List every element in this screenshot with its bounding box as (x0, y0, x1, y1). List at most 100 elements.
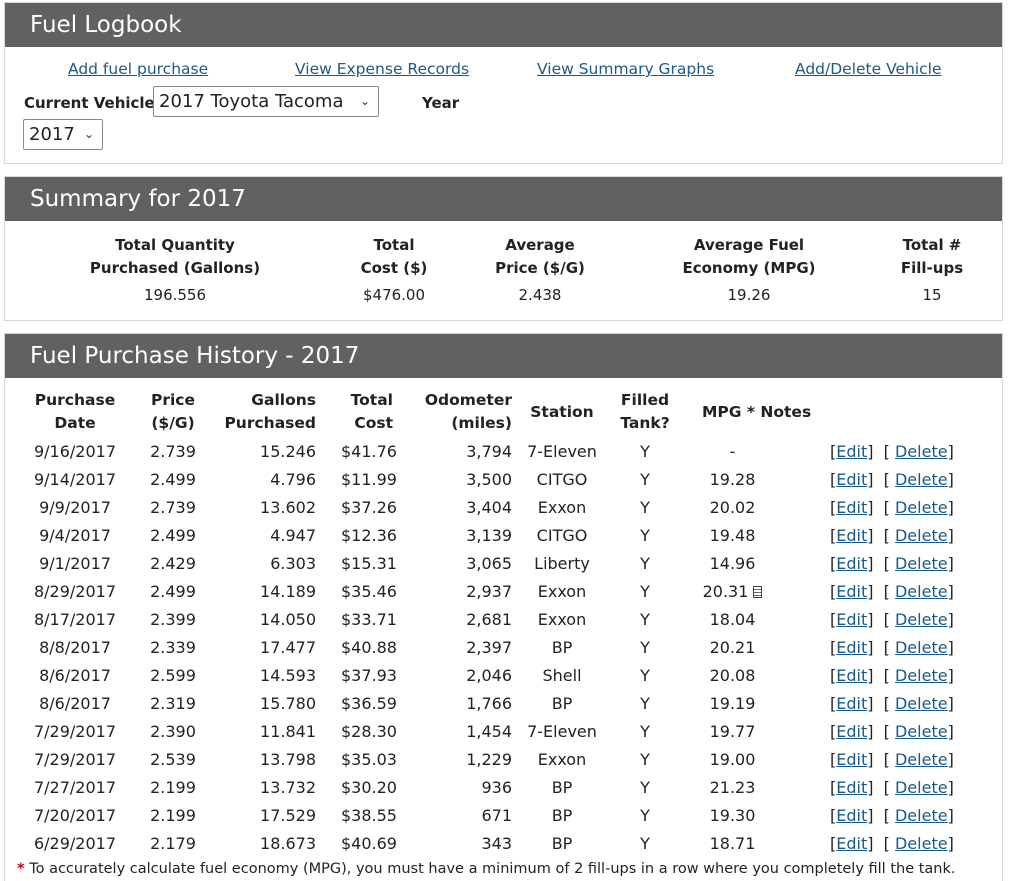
delete-link[interactable]: Delete (894, 778, 948, 797)
summary-header-line: Average Fuel (693, 236, 805, 254)
delete-link[interactable]: Delete (894, 442, 948, 461)
cell-mpg-value: 19.19 (709, 694, 756, 713)
cell-price: 2.499 (143, 578, 203, 606)
delete-link[interactable]: Delete (894, 498, 948, 517)
cell-gallons: 14.593 (211, 662, 316, 690)
edit-link[interactable]: Edit (836, 498, 868, 517)
cell-mpg-value: 19.77 (709, 722, 756, 741)
cell-price-value: 2.599 (150, 666, 196, 685)
cell-gallons-value: 14.593 (260, 666, 316, 685)
cell-mpg-value: 21.23 (709, 778, 756, 797)
cell-station: BP (522, 690, 602, 718)
add-fuel-purchase-link[interactable]: Add fuel purchase (68, 60, 209, 78)
cell-odometer: 936 (415, 774, 512, 802)
cell-date: 7/29/2017 (25, 746, 125, 774)
bracket: ] (947, 498, 954, 517)
edit-link[interactable]: Edit (836, 470, 868, 489)
cell-gallons: 14.189 (211, 578, 316, 606)
cell-price: 2.390 (143, 718, 203, 746)
edit-link[interactable]: Edit (836, 554, 868, 573)
edit-link[interactable]: Edit (836, 638, 868, 657)
cell-gallons: 17.477 (211, 634, 316, 662)
cell-filled-tank: Y (610, 578, 680, 606)
row-actions: [Edit] [ Delete] (830, 466, 954, 494)
col-header-line: Purchased (224, 414, 316, 432)
bracket: ] [ (867, 666, 895, 685)
delete-link[interactable]: Delete (894, 834, 948, 853)
table-row: 6/29/2017 2.179 18.673 $40.69 343 BP Y 18.71 [Ed… (5, 830, 1002, 858)
delete-link[interactable]: Delete (894, 470, 948, 489)
year-select[interactable]: 2017 ⌄ (23, 119, 103, 150)
cell-mpg: 19.28 (695, 466, 770, 494)
cell-mpg-value: 19.28 (709, 470, 756, 489)
cell-filled-tank-value: Y (640, 722, 650, 741)
vehicle-select[interactable]: 2017 Toyota Tacoma ⌄ (153, 86, 379, 117)
summary-header-line: Price ($/G) (495, 259, 585, 277)
delete-link[interactable]: Delete (894, 806, 948, 825)
cell-price-value: 2.739 (150, 442, 196, 461)
bracket: ] [ (867, 750, 895, 769)
cell-price: 2.429 (143, 550, 203, 578)
cell-odometer-value: 936 (481, 778, 512, 797)
cell-total-cost-value: $12.36 (341, 526, 397, 545)
cell-gallons: 13.732 (211, 774, 316, 802)
edit-link[interactable]: Edit (836, 834, 868, 853)
row-actions: [Edit] [ Delete] (830, 634, 954, 662)
cell-total-cost: $11.99 (341, 466, 401, 494)
delete-link[interactable]: Delete (894, 554, 948, 573)
bracket: ] (947, 554, 954, 573)
table-row: 7/27/2017 2.199 13.732 $30.20 936 BP Y 21.23 [Ed… (5, 774, 1002, 802)
cell-total-cost-value: $41.76 (341, 442, 397, 461)
note-icon[interactable] (753, 586, 763, 598)
cell-date-value: 8/6/2017 (39, 666, 111, 685)
bracket: ] (947, 442, 954, 461)
cell-mpg-value: 20.02 (709, 498, 756, 517)
bracket: ] [ (867, 554, 895, 573)
edit-link[interactable]: Edit (836, 610, 868, 629)
delete-link[interactable]: Delete (894, 694, 948, 713)
edit-link[interactable]: Edit (836, 526, 868, 545)
edit-link[interactable]: Edit (836, 582, 868, 601)
cell-filled-tank-value: Y (640, 470, 650, 489)
cell-gallons: 15.780 (211, 690, 316, 718)
edit-link[interactable]: Edit (836, 806, 868, 825)
cell-filled-tank-value: Y (640, 498, 650, 517)
summary-header-line: Purchased (Gallons) (89, 259, 261, 277)
cell-price: 2.179 (143, 830, 203, 858)
table-row: 8/6/2017 2.319 15.780 $36.59 1,766 BP Y 19.19 [E… (5, 690, 1002, 718)
summary-header-cost: Total Cost ($) (334, 234, 454, 280)
cell-date: 8/17/2017 (25, 606, 125, 634)
cell-station: BP (522, 802, 602, 830)
edit-link[interactable]: Edit (836, 666, 868, 685)
delete-link[interactable]: Delete (894, 582, 948, 601)
edit-link[interactable]: Edit (836, 778, 868, 797)
edit-link[interactable]: Edit (836, 694, 868, 713)
bracket: ] (947, 778, 954, 797)
chevron-down-icon: ⌄ (360, 94, 371, 108)
delete-link[interactable]: Delete (894, 526, 948, 545)
cell-mpg: 20.31 (695, 578, 770, 606)
cell-total-cost-value: $28.30 (341, 722, 397, 741)
col-header-line: ($/G) (151, 414, 195, 432)
cell-price: 2.399 (143, 606, 203, 634)
delete-link[interactable]: Delete (894, 722, 948, 741)
cell-date: 7/20/2017 (25, 802, 125, 830)
bracket: ] [ (867, 582, 895, 601)
col-purchase-date: Purchase Date (25, 389, 125, 435)
delete-link[interactable]: Delete (894, 638, 948, 657)
cell-date: 9/1/2017 (25, 550, 125, 578)
view-summary-graphs-link[interactable]: View Summary Graphs (537, 60, 715, 78)
delete-link[interactable]: Delete (894, 666, 948, 685)
delete-link[interactable]: Delete (894, 750, 948, 769)
edit-link[interactable]: Edit (836, 750, 868, 769)
cell-gallons-value: 18.673 (260, 834, 316, 853)
view-expense-records-link[interactable]: View Expense Records (295, 60, 470, 78)
cell-mpg-value: 18.71 (709, 834, 756, 853)
edit-link[interactable]: Edit (836, 442, 868, 461)
add-delete-vehicle-link[interactable]: Add/Delete Vehicle (795, 60, 942, 78)
col-header-line: Total (350, 391, 393, 409)
cell-total-cost: $40.88 (341, 634, 401, 662)
edit-link[interactable]: Edit (836, 722, 868, 741)
delete-link[interactable]: Delete (894, 610, 948, 629)
cell-price-value: 2.499 (150, 526, 196, 545)
